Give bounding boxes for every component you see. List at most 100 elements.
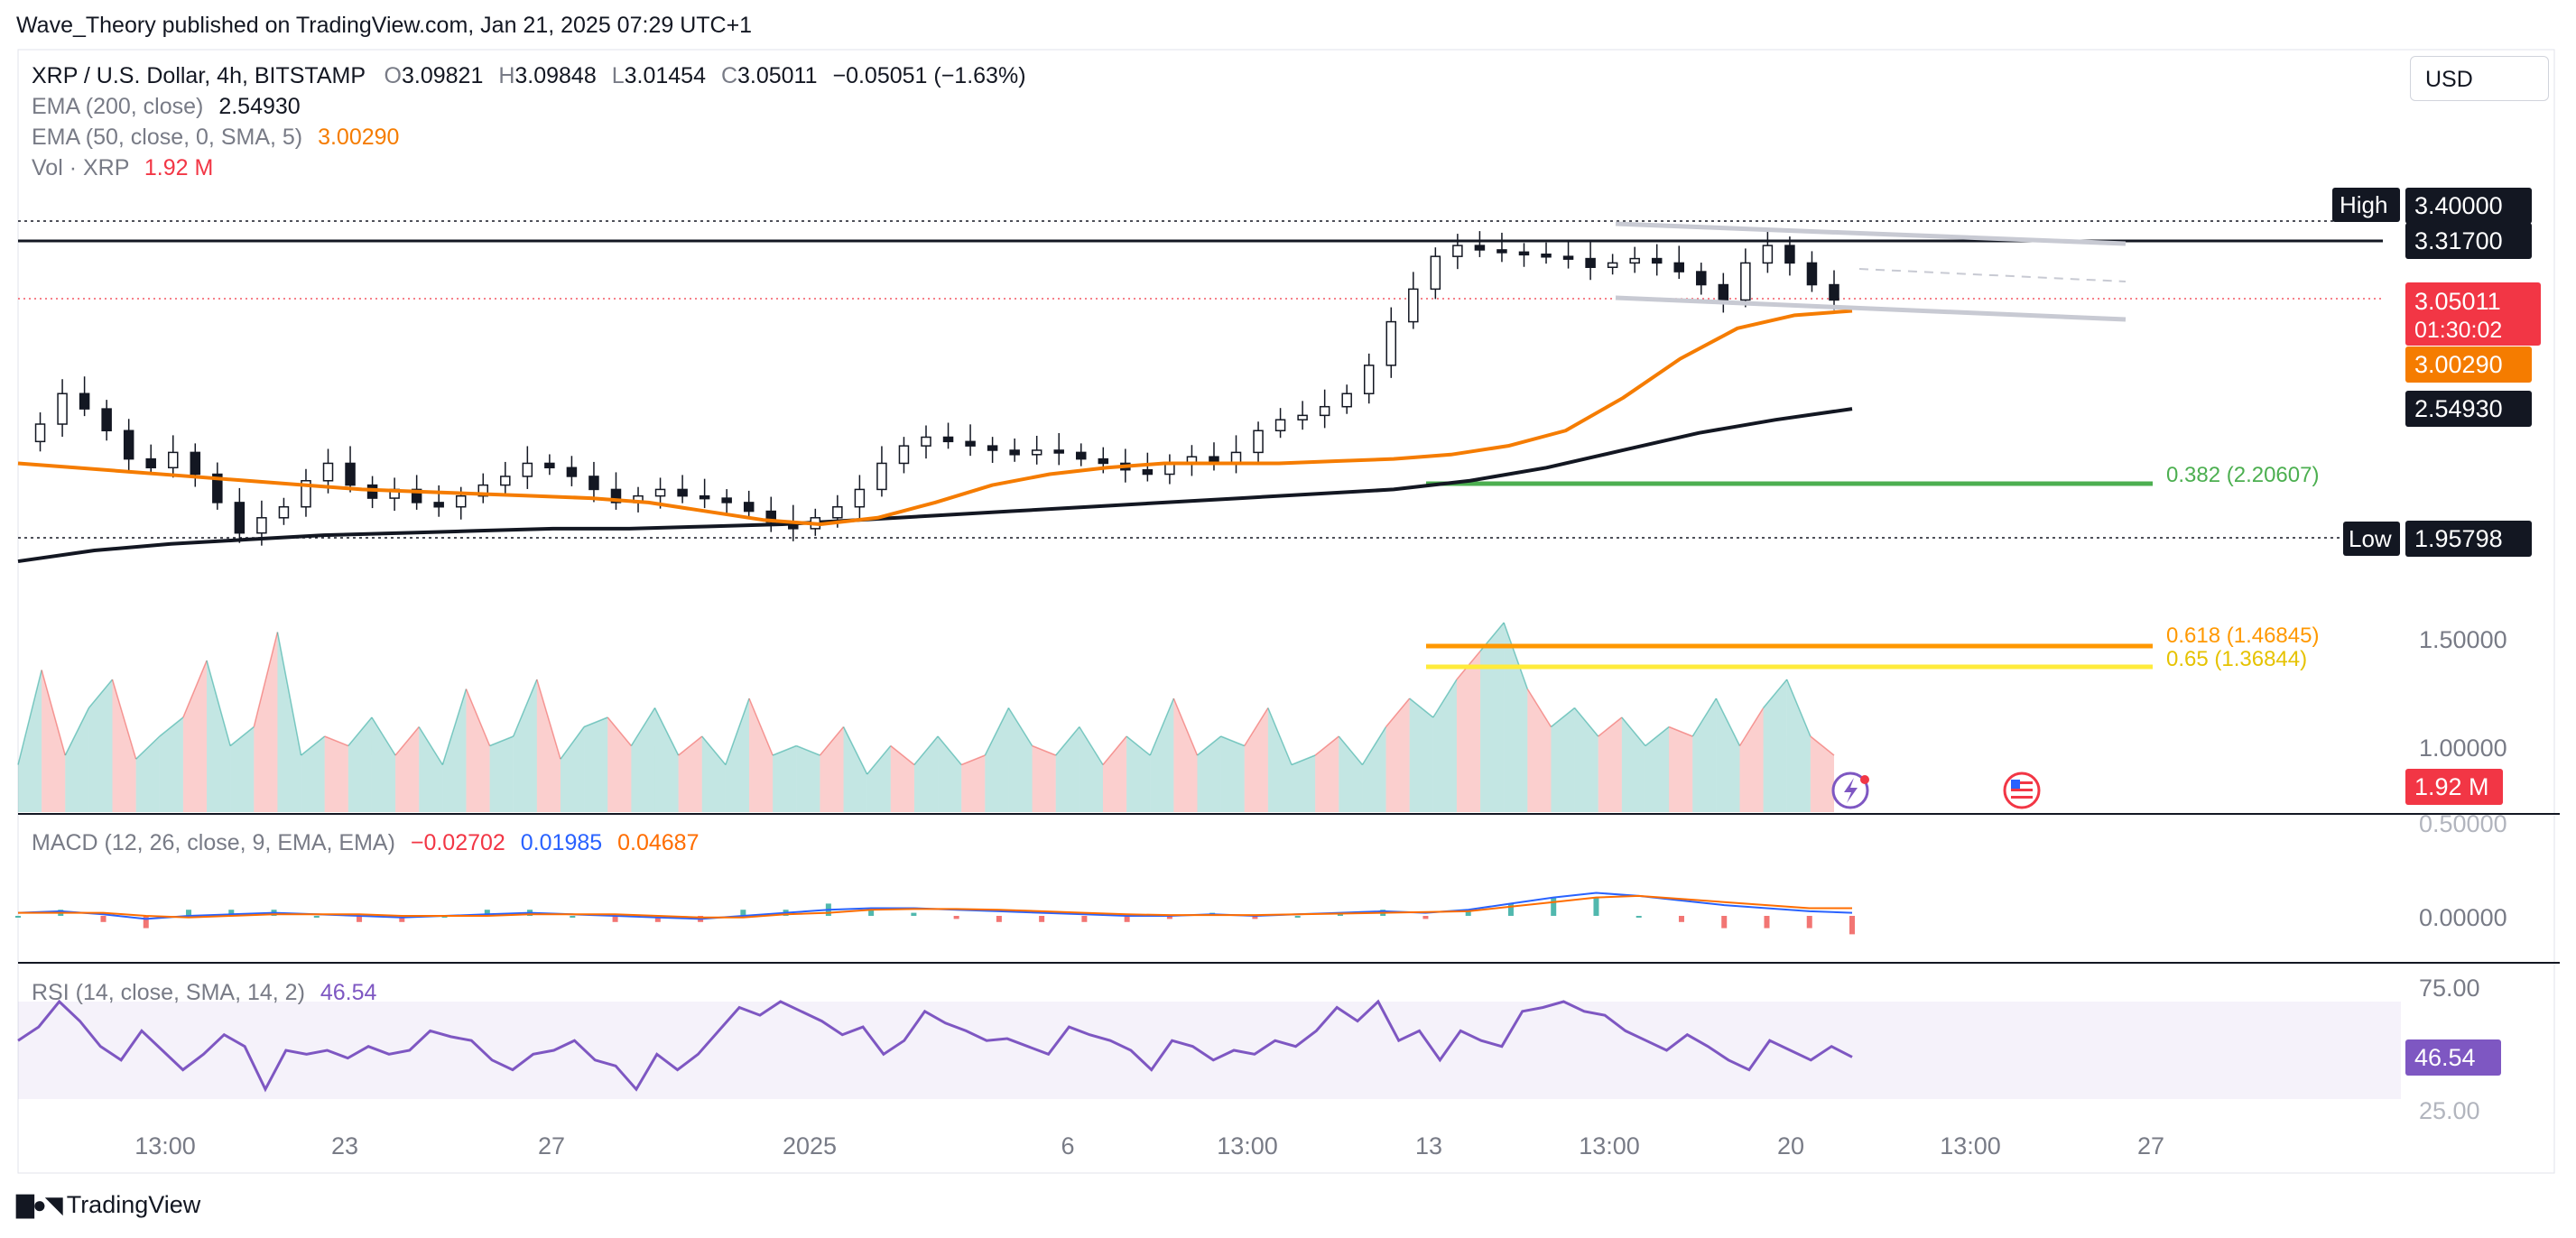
candle-down — [987, 445, 998, 451]
macd-histogram-bar — [1721, 916, 1728, 928]
candle-up — [168, 451, 179, 469]
volume-segment — [1079, 726, 1103, 812]
volume-segment — [159, 717, 183, 812]
candle-up — [1319, 405, 1330, 417]
macd-histogram-bar — [100, 916, 107, 922]
macd-signal-line — [18, 894, 1852, 919]
volume-outline — [1432, 679, 1458, 718]
volume-segment — [513, 679, 537, 812]
volume-segment — [1574, 707, 1598, 812]
ema50-price-label: 3.00290 — [2414, 351, 2503, 378]
ema200-value: 2.54930 — [218, 94, 301, 119]
ema50-line — [17, 309, 1853, 527]
volume-outline — [678, 735, 703, 756]
macd-histogram-bar — [868, 910, 875, 916]
volume-segment — [1244, 707, 1268, 812]
ema200-legend[interactable]: EMA (200, close) 2.54930 — [32, 94, 301, 120]
volume-outline — [88, 679, 114, 708]
volume-segment — [890, 745, 914, 812]
fib-label-0.65: 0.65 (1.36844) — [2166, 647, 2307, 671]
candle-up — [1762, 245, 1774, 264]
volume-segment — [678, 736, 702, 812]
volume-segment — [1032, 745, 1056, 812]
flag-canton — [2011, 780, 2020, 789]
macd-label: MACD (12, 26, close, 9, EMA, EMA) — [32, 830, 395, 855]
volume-outline — [1149, 698, 1175, 756]
volume-segment — [42, 670, 66, 812]
volume-segment — [1739, 707, 1764, 812]
rsi-price-label: 46.54 — [2414, 1044, 2476, 1071]
macd-histogram-bar — [654, 916, 661, 922]
rsi-legend[interactable]: RSI (14, close, SMA, 14, 2) 46.54 — [32, 980, 376, 1006]
volume-segment — [654, 707, 679, 812]
macd-histogram-bar — [1806, 916, 1812, 928]
volume-segment — [1409, 698, 1433, 812]
low-price-label: 1.95798 — [2414, 525, 2503, 552]
candle-up — [34, 423, 46, 443]
volume-segment — [701, 736, 726, 812]
volume-segment — [725, 698, 750, 812]
volume-segment — [1102, 736, 1127, 812]
volume-segment — [913, 736, 939, 812]
volume-outline — [1314, 735, 1339, 756]
candle-down — [101, 408, 112, 432]
macd-hist-value: −0.02702 — [410, 830, 505, 855]
candle-down — [1009, 449, 1020, 456]
volume-segment — [254, 632, 278, 812]
volume-segment — [536, 679, 561, 812]
volume-segment — [1197, 736, 1221, 812]
candle-down — [1053, 449, 1064, 454]
currency-button[interactable]: USD — [2410, 56, 2549, 101]
high-price-label: 3.40000 — [2414, 192, 2503, 219]
candle-down — [190, 451, 201, 476]
volume-legend[interactable]: Vol · XRP 1.92 M — [32, 155, 213, 181]
candle-up — [1385, 320, 1397, 366]
volume-price-label: 1.92 M — [2414, 773, 2489, 800]
candle-down — [743, 502, 755, 513]
macd-histogram-bar — [313, 916, 320, 918]
volume-price-label-bg — [2405, 769, 2503, 805]
volume-segment — [631, 707, 655, 812]
volume-outline — [1055, 726, 1080, 756]
candle-down — [1585, 257, 1596, 268]
candle-down — [1696, 271, 1707, 286]
volume-outline — [1526, 688, 1552, 727]
time-axis: 13:00 23 27 2025 6 13:00 13 13:00 20 13:00 27 — [134, 1132, 2164, 1159]
rsi-line — [17, 999, 1853, 1093]
high-tag-bg — [2332, 188, 2400, 222]
volume-outline — [1032, 744, 1056, 756]
volume-segment — [395, 726, 420, 812]
volume-outline — [347, 716, 373, 746]
macd-histogram-bar — [1252, 916, 1258, 919]
volume-segment — [1527, 688, 1552, 812]
volume-outline — [1503, 622, 1529, 689]
candle-down — [566, 467, 578, 477]
macd-histogram-bar — [1081, 916, 1088, 922]
candle-down — [1651, 257, 1663, 264]
fib-label-0.618: 0.618 (1.46845) — [2166, 624, 2319, 648]
volume-outline — [630, 707, 656, 746]
price-tick: 1.50000 — [2419, 626, 2507, 653]
volume-outline — [1668, 725, 1693, 737]
candle-up — [522, 462, 533, 477]
macd-histogram-bar — [1678, 916, 1684, 922]
rsi-tick: 25.00 — [2419, 1097, 2480, 1124]
candle-down — [544, 462, 555, 469]
macd-histogram-bar — [1422, 916, 1429, 919]
symbol-legend[interactable]: XRP / U.S. Dollar, 4h, BITSTAMP O3.09821… — [32, 63, 1026, 89]
lightning-icon-bolt — [1844, 778, 1858, 803]
volume-segment — [324, 736, 348, 812]
macd-legend[interactable]: MACD (12, 26, close, 9, EMA, EMA) −0.027… — [32, 830, 699, 856]
macd-histogram-bar — [484, 910, 490, 916]
macd-histogram-bar — [1507, 903, 1514, 916]
volume-segment — [1008, 707, 1033, 812]
volume-segment — [18, 670, 42, 812]
chart-frame — [17, 49, 2560, 1174]
open-value: 3.09821 — [401, 63, 484, 88]
ema50-legend[interactable]: EMA (50, close, 0, SMA, 5) 3.00290 — [32, 125, 399, 151]
ema200-price-label-bg — [2405, 391, 2532, 427]
ema50-polyline — [17, 309, 1853, 527]
volume-outline — [276, 632, 302, 756]
rsi-price-label-bg — [2405, 1039, 2501, 1076]
